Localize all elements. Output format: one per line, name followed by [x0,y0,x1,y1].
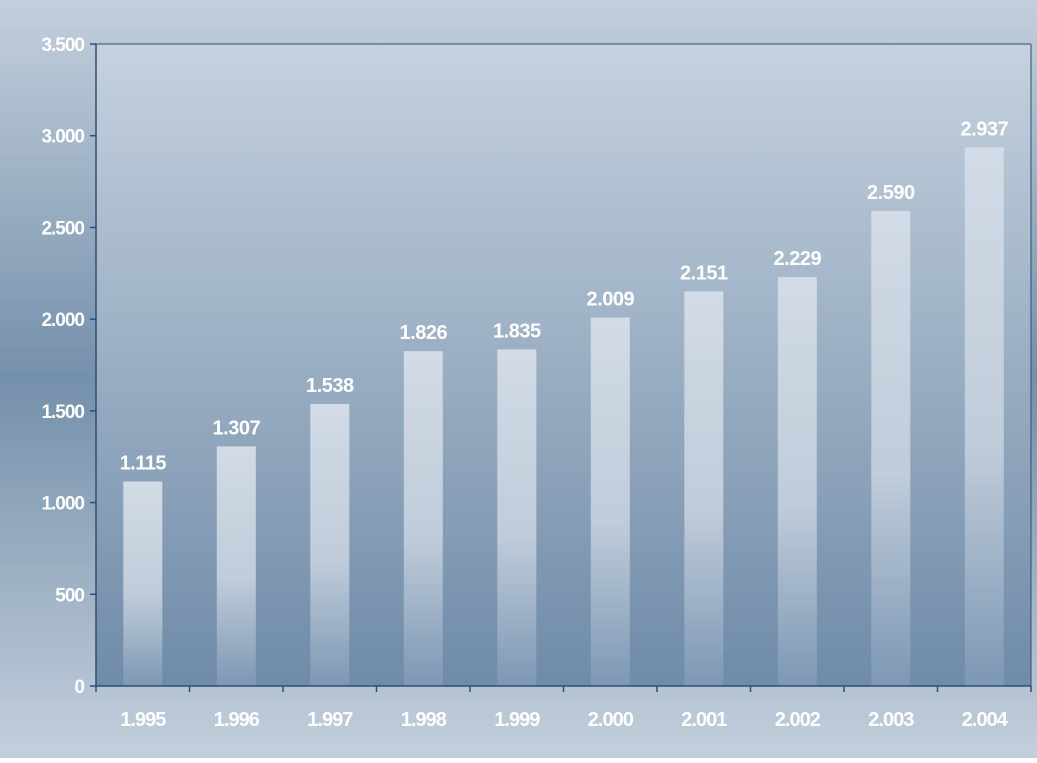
data-label-1.997: 1.538 [306,375,354,397]
y-tick-label-2500: 2.500 [41,218,84,239]
data-label-2.001: 2.151 [680,262,728,284]
y-tick-label-1500: 1.500 [41,402,84,423]
x-tick-label-2.004: 2.004 [962,709,1009,731]
data-label-2.002: 2.229 [774,248,822,270]
y-tick-label-0: 0 [74,677,84,698]
bar-2.002 [777,277,817,686]
x-tick-label-2.003: 2.003 [868,709,914,731]
x-tick-label-2.000: 2.000 [588,709,634,731]
y-tick-label-500: 500 [55,585,84,606]
bar-2.004 [964,147,1004,687]
data-label-1.999: 1.835 [493,320,541,342]
data-label-1.998: 1.826 [400,322,448,344]
x-tick-label-1.999: 1.999 [494,709,540,731]
data-label-2.003: 2.590 [867,182,915,204]
bar-1.998 [403,351,443,686]
data-label-1.996: 1.307 [213,417,261,439]
bar-1.995 [123,481,163,686]
data-labels-layer: 1.115 1.307 1.538 1.826 1.835 2.009 2.151 2.229… [120,118,1009,474]
y-tick-label-3500: 3.500 [41,35,84,56]
x-tick-label-1.997: 1.997 [307,709,353,731]
y-tick-label-2000: 2.000 [41,310,84,331]
x-tick-label-1.998: 1.998 [401,709,447,731]
bars-layer [123,147,1004,687]
data-label-2.000: 2.009 [587,289,635,311]
axes-layer: 1.995 1.996 1.997 1.998 1.999 2.000 2.001 2.002… [41,35,1032,731]
data-label-2.004: 2.937 [961,118,1009,140]
bar-1.996 [216,446,256,686]
bar-2.003 [871,210,911,686]
bar-2.000 [590,317,630,686]
bar-2.001 [684,291,724,686]
y-tick-label-3000: 3.000 [41,127,84,148]
x-tick-label-2.002: 2.002 [775,709,821,731]
data-label-1.995: 1.115 [120,453,167,475]
x-tick-label-1.996: 1.996 [214,709,260,731]
x-tick-label-2.001: 2.001 [681,709,727,731]
bar-1.999 [497,349,537,686]
y-tick-label-1000: 1.000 [41,494,84,515]
bar-1.997 [310,403,350,686]
x-tick-label-1.995: 1.995 [120,709,166,731]
